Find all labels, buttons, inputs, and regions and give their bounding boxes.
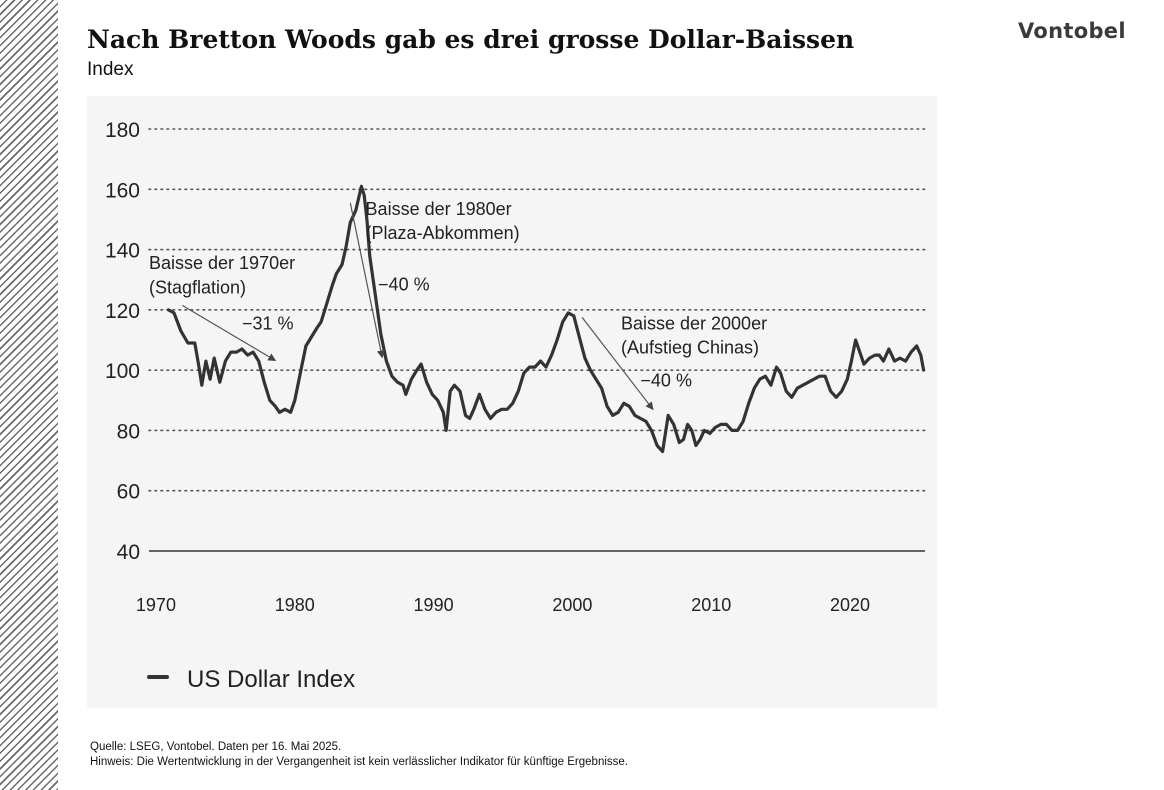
chart-title: Nach Bretton Woods gab es drei grosse Do… [87,25,855,54]
chart-panel: 40 60 80 100 120 140 160 180 1970 1980 1990 2000 201… [87,96,937,708]
x-tick-label: 1970 [136,595,176,615]
footer: Quelle: LSEG, Vontobel. Daten per 16. Ma… [90,740,628,770]
y-tick-label: 140 [105,240,140,263]
y-tick-label: 40 [117,541,140,564]
series-line-us-dollar-index [166,184,926,454]
vontobel-logo: Vontobel [1018,19,1126,43]
y-tick-label: 160 [105,179,140,202]
annotation-label: (Plaza-Abkommen) [366,223,520,243]
x-tick-label: 2010 [691,595,731,615]
hatched-side-band [0,0,58,790]
source-note: Quelle: LSEG, Vontobel. Daten per 16. Ma… [90,741,342,753]
legend-label: US Dollar Index [187,666,355,693]
annotation-label: Baisse der 2000er [621,313,767,333]
y-tick-label: 180 [105,119,140,142]
annotation-label: Baisse der 1980er [366,199,512,219]
annotation-arrow [349,202,385,359]
y-tick-label: 100 [105,360,140,383]
annotation-label: (Aufstieg Chinas) [621,338,759,358]
annotation-label: −40 % [378,274,430,294]
disclaimer-note: Hinweis: Die Wertentwicklung in der Verg… [90,756,628,768]
y-tick-label: 80 [117,420,140,443]
annotation-label: −31 % [242,313,294,333]
x-tick-label: 1980 [275,595,315,615]
x-tick-label: 2000 [552,595,592,615]
y-tick-label: 60 [117,481,140,504]
annotation-label: (Stagflation) [149,277,246,297]
annotation-label: −40 % [640,371,692,391]
chart-subtitle: Index [87,59,134,80]
line-chart: 40 60 80 100 120 140 160 180 1970 1980 1990 2000 201… [105,119,926,693]
x-tick-label: 1990 [414,595,454,615]
annotation-label: Baisse der 1970er [149,253,295,273]
annotation-arrow [581,317,654,411]
y-tick-label: 120 [105,300,140,323]
x-tick-label: 2020 [830,595,870,615]
annotation-arrow [182,304,277,362]
